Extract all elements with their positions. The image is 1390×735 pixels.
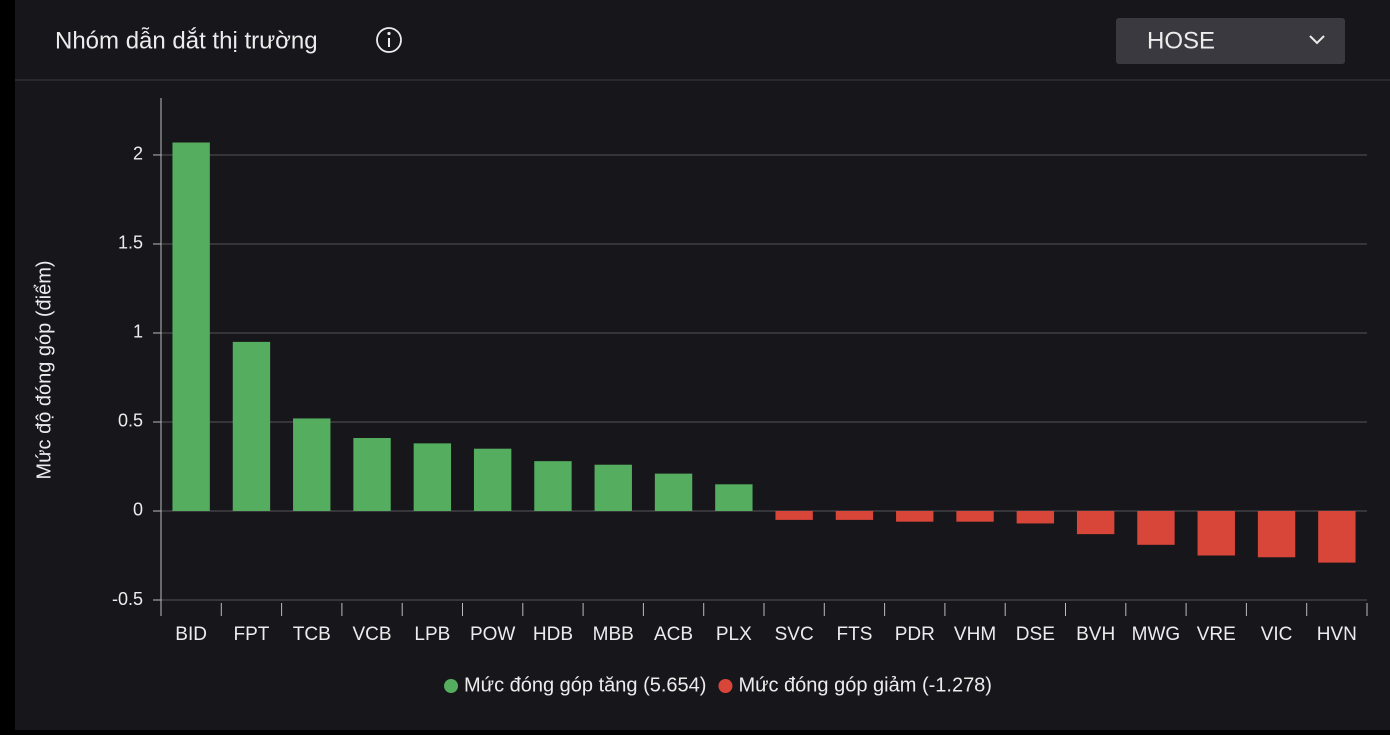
legend-label: Mức đóng góp giảm (-1.278) bbox=[738, 674, 992, 696]
dropdown-value: HOSE bbox=[1147, 27, 1215, 54]
bar bbox=[1318, 510, 1356, 563]
bar bbox=[1016, 510, 1055, 524]
y-axis-label: Mức độ đóng góp (điểm) bbox=[33, 260, 55, 479]
info-dot bbox=[387, 31, 391, 36]
panel bbox=[15, 0, 1390, 730]
bar bbox=[534, 461, 572, 511]
info-circle bbox=[376, 27, 402, 53]
bar bbox=[413, 443, 452, 511]
bar bbox=[956, 510, 994, 522]
dropdown-box bbox=[1116, 18, 1345, 64]
x-tick-label: FPT bbox=[234, 624, 270, 645]
x-tick-label: VIC bbox=[1261, 624, 1293, 645]
bar bbox=[654, 473, 693, 511]
dropdown-chevron bbox=[1309, 35, 1325, 45]
panel-title: Nhóm dẫn dắt thị trường bbox=[55, 27, 318, 54]
x-tick-label: POW bbox=[470, 624, 515, 645]
bar bbox=[1197, 510, 1235, 556]
x-tick-label: BVH bbox=[1076, 624, 1115, 645]
y-tick-label: 1.5 bbox=[118, 233, 143, 253]
bar bbox=[594, 464, 632, 511]
x-tick-label: DSE bbox=[1016, 624, 1055, 645]
bar bbox=[353, 438, 391, 511]
y-tick-label: 2 bbox=[133, 144, 143, 164]
x-tick-label: PDR bbox=[895, 624, 935, 645]
bar bbox=[715, 484, 753, 511]
bar bbox=[232, 341, 271, 511]
x-tick-label: TCB bbox=[293, 624, 331, 645]
legend-label: Mức đóng góp tăng (5.654) bbox=[464, 674, 706, 696]
y-tick-label: 0.5 bbox=[118, 411, 143, 431]
bar bbox=[1137, 510, 1175, 545]
bar bbox=[1076, 510, 1115, 535]
y-tick-label: 1 bbox=[133, 322, 143, 342]
bar bbox=[473, 448, 512, 511]
x-tick-label: HDB bbox=[533, 624, 573, 645]
y-tick-label: -0.5 bbox=[112, 589, 143, 609]
exchange-dropdown[interactable]: HOSE bbox=[1116, 18, 1345, 64]
x-tick-label: FTS bbox=[837, 624, 873, 645]
x-tick-label: LPB bbox=[414, 624, 450, 645]
x-tick-label: VCB bbox=[353, 624, 392, 645]
x-tick-label: ACB bbox=[654, 624, 693, 645]
x-tick-label: VHM bbox=[954, 624, 996, 645]
bar bbox=[775, 510, 813, 520]
y-tick-label: 0 bbox=[133, 500, 143, 520]
x-tick-label: VRE bbox=[1197, 624, 1236, 645]
bar bbox=[172, 142, 210, 511]
bar bbox=[835, 510, 874, 520]
bar bbox=[293, 418, 331, 511]
x-tick-label: MBB bbox=[593, 624, 634, 645]
info-icon[interactable] bbox=[376, 27, 402, 53]
x-tick-label: MWG bbox=[1132, 624, 1181, 645]
x-tick-label: HVN bbox=[1317, 624, 1357, 645]
x-tick-label: SVC bbox=[775, 624, 814, 645]
bar bbox=[896, 510, 934, 522]
x-tick-label: PLX bbox=[716, 624, 752, 645]
legend-marker bbox=[718, 679, 733, 693]
bar bbox=[1257, 510, 1296, 558]
legend-marker bbox=[444, 679, 459, 693]
x-tick-label: BID bbox=[175, 624, 207, 645]
